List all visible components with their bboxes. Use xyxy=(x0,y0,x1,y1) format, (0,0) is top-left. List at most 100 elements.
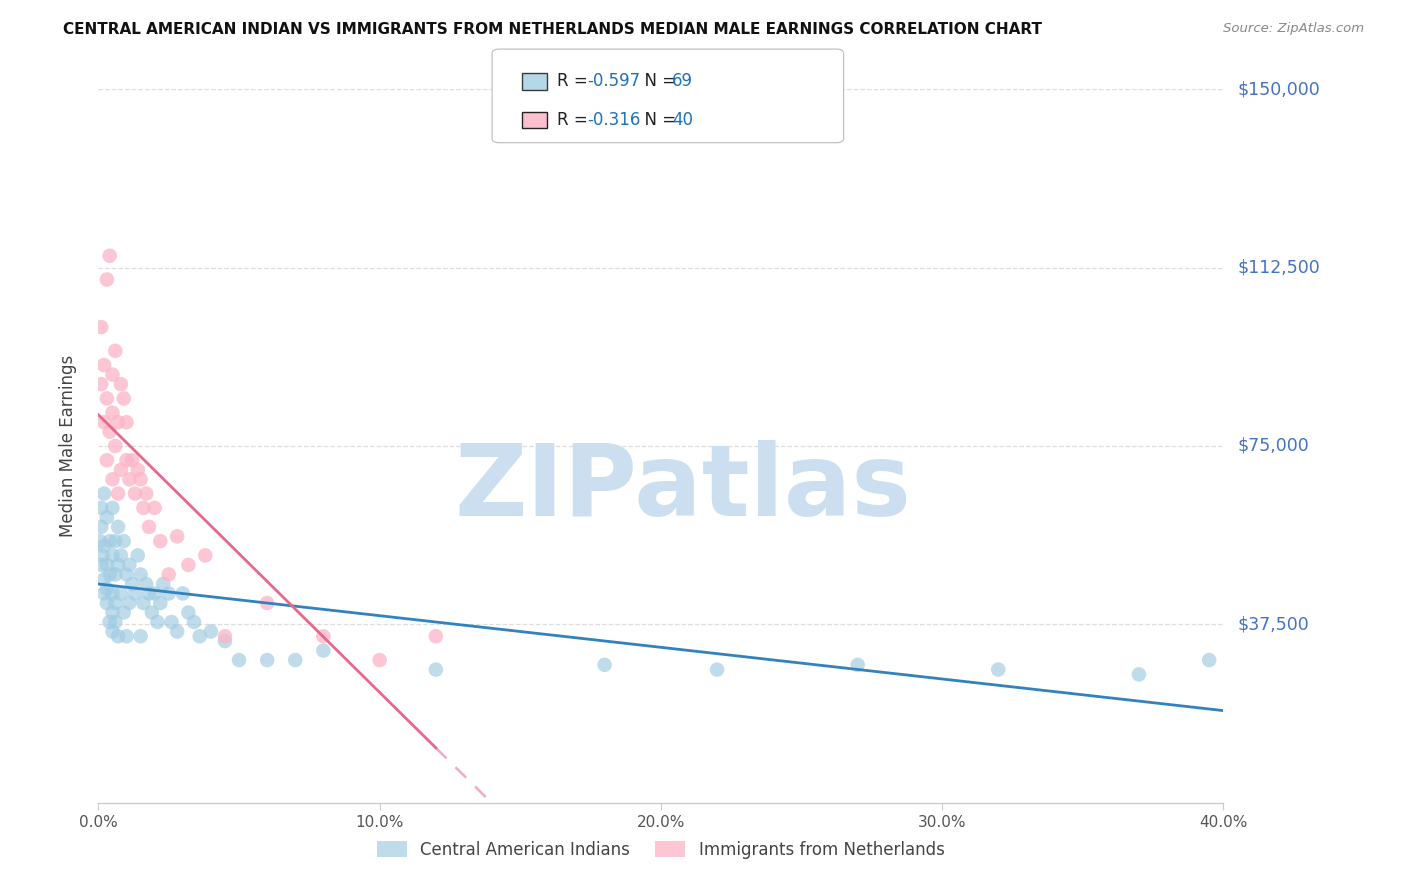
Point xyxy=(118,558,141,572)
Point xyxy=(132,500,155,515)
Point xyxy=(93,358,115,372)
Text: N =: N = xyxy=(634,72,682,90)
Point xyxy=(138,520,160,534)
Point xyxy=(157,567,180,582)
Point xyxy=(107,520,129,534)
Point xyxy=(96,596,118,610)
Point xyxy=(93,572,115,586)
Point xyxy=(425,629,447,643)
Text: ZIPatlas: ZIPatlas xyxy=(456,441,911,537)
Point xyxy=(115,567,138,582)
Point xyxy=(89,534,111,549)
Point xyxy=(104,439,127,453)
Point xyxy=(96,453,118,467)
Point xyxy=(101,368,124,382)
Point xyxy=(104,596,127,610)
Legend: Central American Indians, Immigrants from Netherlands: Central American Indians, Immigrants fro… xyxy=(370,835,952,866)
Point xyxy=(93,415,115,429)
Point xyxy=(312,629,335,643)
Point xyxy=(188,629,211,643)
Y-axis label: Median Male Earnings: Median Male Earnings xyxy=(59,355,77,537)
Point xyxy=(138,586,160,600)
Text: $37,500: $37,500 xyxy=(1237,615,1309,633)
Point xyxy=(93,586,115,600)
Point xyxy=(107,415,129,429)
Point xyxy=(112,534,135,549)
Point xyxy=(107,629,129,643)
Point xyxy=(93,486,115,500)
Point xyxy=(98,615,121,629)
Point xyxy=(228,653,250,667)
Text: $112,500: $112,500 xyxy=(1237,259,1320,277)
Point xyxy=(98,249,121,263)
Point xyxy=(183,615,205,629)
Point xyxy=(118,472,141,486)
Point xyxy=(256,596,278,610)
Point xyxy=(112,606,135,620)
Point xyxy=(1128,667,1150,681)
Text: R =: R = xyxy=(557,72,593,90)
Point xyxy=(115,629,138,643)
Point xyxy=(104,534,127,549)
Point xyxy=(112,392,135,406)
Point xyxy=(101,549,124,563)
Text: 69: 69 xyxy=(672,72,693,90)
Point xyxy=(115,415,138,429)
Point xyxy=(110,377,132,392)
Point xyxy=(256,653,278,667)
Point xyxy=(143,500,166,515)
Point xyxy=(96,510,118,524)
Point xyxy=(214,634,236,648)
Point xyxy=(129,472,152,486)
Text: N =: N = xyxy=(634,111,682,128)
Text: R =: R = xyxy=(557,111,593,128)
Point xyxy=(96,272,118,286)
Text: -0.597: -0.597 xyxy=(588,72,641,90)
Point xyxy=(101,606,124,620)
Point xyxy=(214,629,236,643)
Point xyxy=(177,606,200,620)
Point xyxy=(121,577,143,591)
Point xyxy=(124,486,146,500)
Point xyxy=(284,653,307,667)
Point xyxy=(101,586,124,600)
Point xyxy=(194,549,217,563)
Point xyxy=(177,558,200,572)
Point xyxy=(96,392,118,406)
Point xyxy=(149,534,172,549)
Point xyxy=(104,567,127,582)
Point xyxy=(160,615,183,629)
Point xyxy=(118,596,141,610)
Point xyxy=(104,343,127,358)
Text: CENTRAL AMERICAN INDIAN VS IMMIGRANTS FROM NETHERLANDS MEDIAN MALE EARNINGS CORR: CENTRAL AMERICAN INDIAN VS IMMIGRANTS FR… xyxy=(63,22,1042,37)
Point xyxy=(107,558,129,572)
Point xyxy=(146,615,169,629)
Point xyxy=(157,586,180,600)
Point xyxy=(101,406,124,420)
Point xyxy=(143,586,166,600)
Point xyxy=(90,520,112,534)
Point xyxy=(1198,653,1220,667)
Point xyxy=(98,425,121,439)
Point xyxy=(121,453,143,467)
Point xyxy=(115,453,138,467)
Point xyxy=(90,377,112,392)
Text: $75,000: $75,000 xyxy=(1237,437,1309,455)
Point xyxy=(166,624,188,639)
Point xyxy=(846,657,869,672)
Point xyxy=(124,586,146,600)
Point xyxy=(98,534,121,549)
Point xyxy=(987,663,1010,677)
Point xyxy=(110,549,132,563)
Point xyxy=(127,463,149,477)
Point xyxy=(90,558,112,572)
Point xyxy=(425,663,447,677)
Point xyxy=(129,629,152,643)
Point xyxy=(141,606,163,620)
Point xyxy=(132,596,155,610)
Point xyxy=(90,320,112,334)
Point xyxy=(135,486,157,500)
Point xyxy=(107,486,129,500)
Point xyxy=(93,539,115,553)
Point xyxy=(200,624,222,639)
